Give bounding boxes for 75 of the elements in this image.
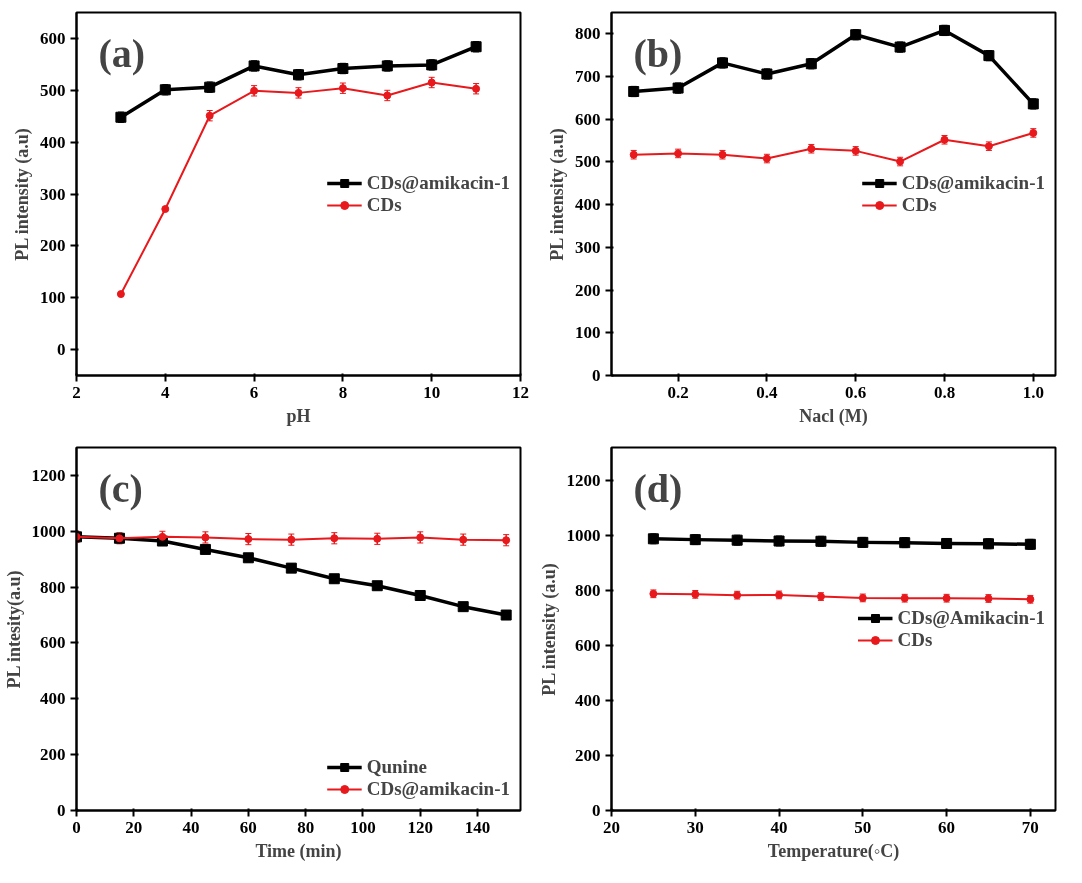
legend-label: CDs@Amikacin-1 [897, 606, 1045, 629]
y-tick-label: 200 [575, 280, 601, 300]
y-tick-label: 100 [575, 323, 601, 343]
x-tick-label: 1.0 [1022, 382, 1044, 402]
y-axis-title: PL intensity (a.u) [547, 128, 568, 261]
x-tick-label: 8 [338, 382, 348, 402]
y-tick-label: 500 [575, 152, 601, 172]
x-tick-label: 12 [512, 382, 529, 402]
x-tick-label: 100 [350, 817, 376, 837]
legend-label: Qunine [366, 756, 427, 778]
y-tick-label: 0 [592, 366, 601, 385]
y-tick-label: 1200 [31, 465, 66, 485]
y-tick-label: 0 [57, 340, 66, 360]
y-tick-label: 0 [57, 801, 66, 820]
x-axis-title: Temperature(◦C) [767, 840, 900, 862]
legend-label: CDs [366, 193, 402, 216]
x-tick-label: 0 [72, 817, 81, 837]
y-tick-label: 200 [575, 746, 601, 765]
x-tick-label: 2 [72, 382, 81, 402]
y-tick-label: 800 [575, 581, 601, 600]
legend-label: CDs [897, 628, 933, 651]
x-tick-label: 70 [1021, 817, 1039, 837]
y-tick-label: 400 [40, 689, 66, 709]
y-tick-label: 300 [575, 237, 601, 257]
y-tick-label: 400 [40, 132, 66, 152]
y-tick-label: 600 [40, 633, 66, 653]
y-tick-label: 400 [575, 691, 601, 710]
y-tick-label: 500 [40, 80, 66, 100]
y-tick-label: 800 [40, 577, 66, 597]
x-tick-label: 120 [407, 817, 433, 837]
x-tick-label: 0.4 [756, 382, 779, 402]
x-tick-label: 50 [854, 817, 872, 837]
x-tick-label: 30 [686, 817, 704, 837]
legend-label: CDs@amikacin-1 [901, 171, 1045, 194]
x-tick-label: 60 [239, 817, 257, 837]
y-tick-label: 800 [575, 24, 601, 44]
annotation: (c) [98, 465, 143, 511]
y-tick-label: 100 [40, 288, 66, 308]
legend-label: CDs [901, 193, 937, 216]
y-tick-label: 1000 [566, 526, 601, 545]
y-tick-label: 300 [40, 184, 66, 204]
x-tick-label: 80 [297, 817, 315, 837]
x-tick-label: 20 [603, 817, 620, 837]
y-axis-title: PL intensity (a.u) [538, 563, 560, 696]
annotation: (a) [98, 30, 146, 76]
y-tick-label: 600 [575, 109, 601, 129]
x-tick-label: 0.2 [667, 382, 689, 402]
x-tick-label: 0.8 [933, 382, 956, 402]
y-axis-title: PL intesity(a.u) [3, 570, 25, 689]
annotation: (b) [633, 30, 683, 76]
y-tick-label: 600 [575, 636, 601, 655]
x-tick-label: 40 [770, 817, 788, 837]
y-tick-label: 700 [575, 67, 601, 87]
x-tick-label: 20 [125, 817, 143, 837]
x-tick-label: 10 [423, 382, 441, 402]
x-tick-label: 6 [249, 382, 259, 402]
y-tick-label: 400 [575, 195, 601, 215]
y-tick-label: 200 [40, 236, 66, 256]
x-tick-label: 0.6 [845, 382, 867, 402]
y-tick-label: 0 [592, 801, 601, 820]
x-tick-label: 60 [938, 817, 956, 837]
legend-label: CDs@amikacin-1 [366, 171, 510, 194]
annotation: (d) [633, 465, 683, 511]
y-tick-label: 1200 [566, 471, 601, 490]
y-axis-title: PL intensity (a.u) [12, 128, 33, 261]
x-tick-label: 4 [161, 382, 171, 402]
y-tick-label: 1000 [31, 521, 66, 541]
y-tick-label: 200 [40, 745, 66, 765]
x-axis-title: Time (min) [255, 840, 342, 862]
x-tick-label: 140 [464, 817, 491, 837]
y-tick-label: 600 [40, 28, 66, 48]
legend-label: CDs@amikacin-1 [366, 778, 510, 800]
x-axis-title: pH [286, 405, 311, 426]
x-tick-label: 40 [182, 817, 200, 837]
x-axis-title: Nacl (M) [799, 405, 868, 427]
